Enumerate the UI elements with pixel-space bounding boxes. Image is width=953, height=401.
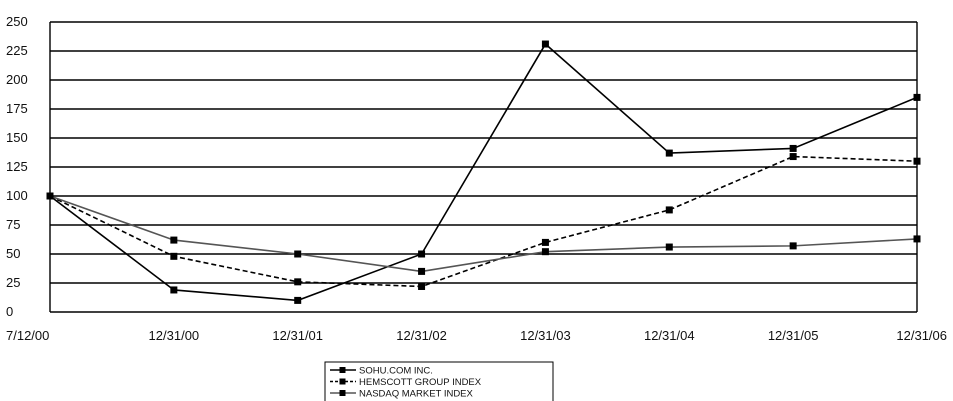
data-point: [789, 144, 797, 152]
data-point: [789, 153, 797, 161]
y-tick-label: 125: [6, 159, 28, 174]
legend-label: NASDAQ MARKET INDEX: [359, 389, 474, 400]
y-tick-label: 250: [6, 14, 28, 29]
data-point: [541, 40, 549, 48]
x-tick-label: 12/31/01: [272, 328, 323, 343]
data-point: [294, 250, 302, 258]
y-tick-label: 50: [6, 246, 20, 261]
data-point: [913, 235, 921, 243]
data-point: [665, 206, 673, 214]
data-point: [913, 157, 921, 165]
chart-tick-labels: 0 25 50 75 100 125 150 175 200 225 250 7/12/00 12/31…: [6, 14, 947, 343]
y-tick-label: 175: [6, 101, 28, 116]
legend-label: SOHU.COM INC.: [359, 366, 433, 377]
x-tick-label: 12/31/04: [644, 328, 695, 343]
series-line-2: [49, 195, 918, 273]
data-point: [294, 278, 302, 286]
y-tick-label: 0: [6, 304, 13, 319]
x-tick-label: 12/31/02: [396, 328, 447, 343]
x-tick-label: 12/31/06: [896, 328, 947, 343]
data-point: [541, 238, 549, 246]
data-point: [418, 282, 426, 290]
legend-swatch-marker: [339, 390, 346, 396]
data-point: [789, 242, 797, 250]
data-point: [170, 236, 178, 244]
data-point: [665, 149, 673, 157]
data-point: [170, 252, 178, 260]
y-tick-label: 25: [6, 275, 20, 290]
chart-legend: SOHU.COM INC.HEMSCOTT GROUP INDEXNASDAQ …: [324, 361, 554, 401]
legend-swatch-marker: [339, 378, 346, 385]
data-point: [46, 192, 54, 200]
x-tick-label: 12/31/05: [768, 328, 819, 343]
legend-box: [324, 361, 554, 401]
y-tick-label: 150: [6, 130, 28, 145]
chart-series: [46, 40, 921, 304]
data-point: [913, 93, 921, 101]
data-point: [170, 286, 178, 294]
series-line-0: [49, 42, 918, 302]
data-point: [665, 243, 673, 251]
x-tick-label: 7/12/00: [6, 328, 49, 343]
chart-axes: [49, 22, 918, 312]
legend-swatch-marker: [339, 367, 346, 373]
y-tick-label: 75: [6, 217, 20, 232]
y-tick-label: 100: [6, 188, 28, 203]
x-tick-label: 12/31/03: [520, 328, 571, 343]
x-tick-label: 12/31/00: [149, 328, 200, 343]
y-tick-label: 225: [6, 43, 28, 58]
data-point: [418, 267, 426, 275]
chart-grid: [50, 21, 917, 313]
data-point: [418, 250, 426, 258]
data-point: [294, 296, 302, 304]
y-tick-label: 200: [6, 72, 28, 87]
data-point: [541, 248, 549, 256]
legend-label: HEMSCOTT GROUP INDEX: [359, 377, 482, 388]
series-line-1: [49, 155, 918, 288]
